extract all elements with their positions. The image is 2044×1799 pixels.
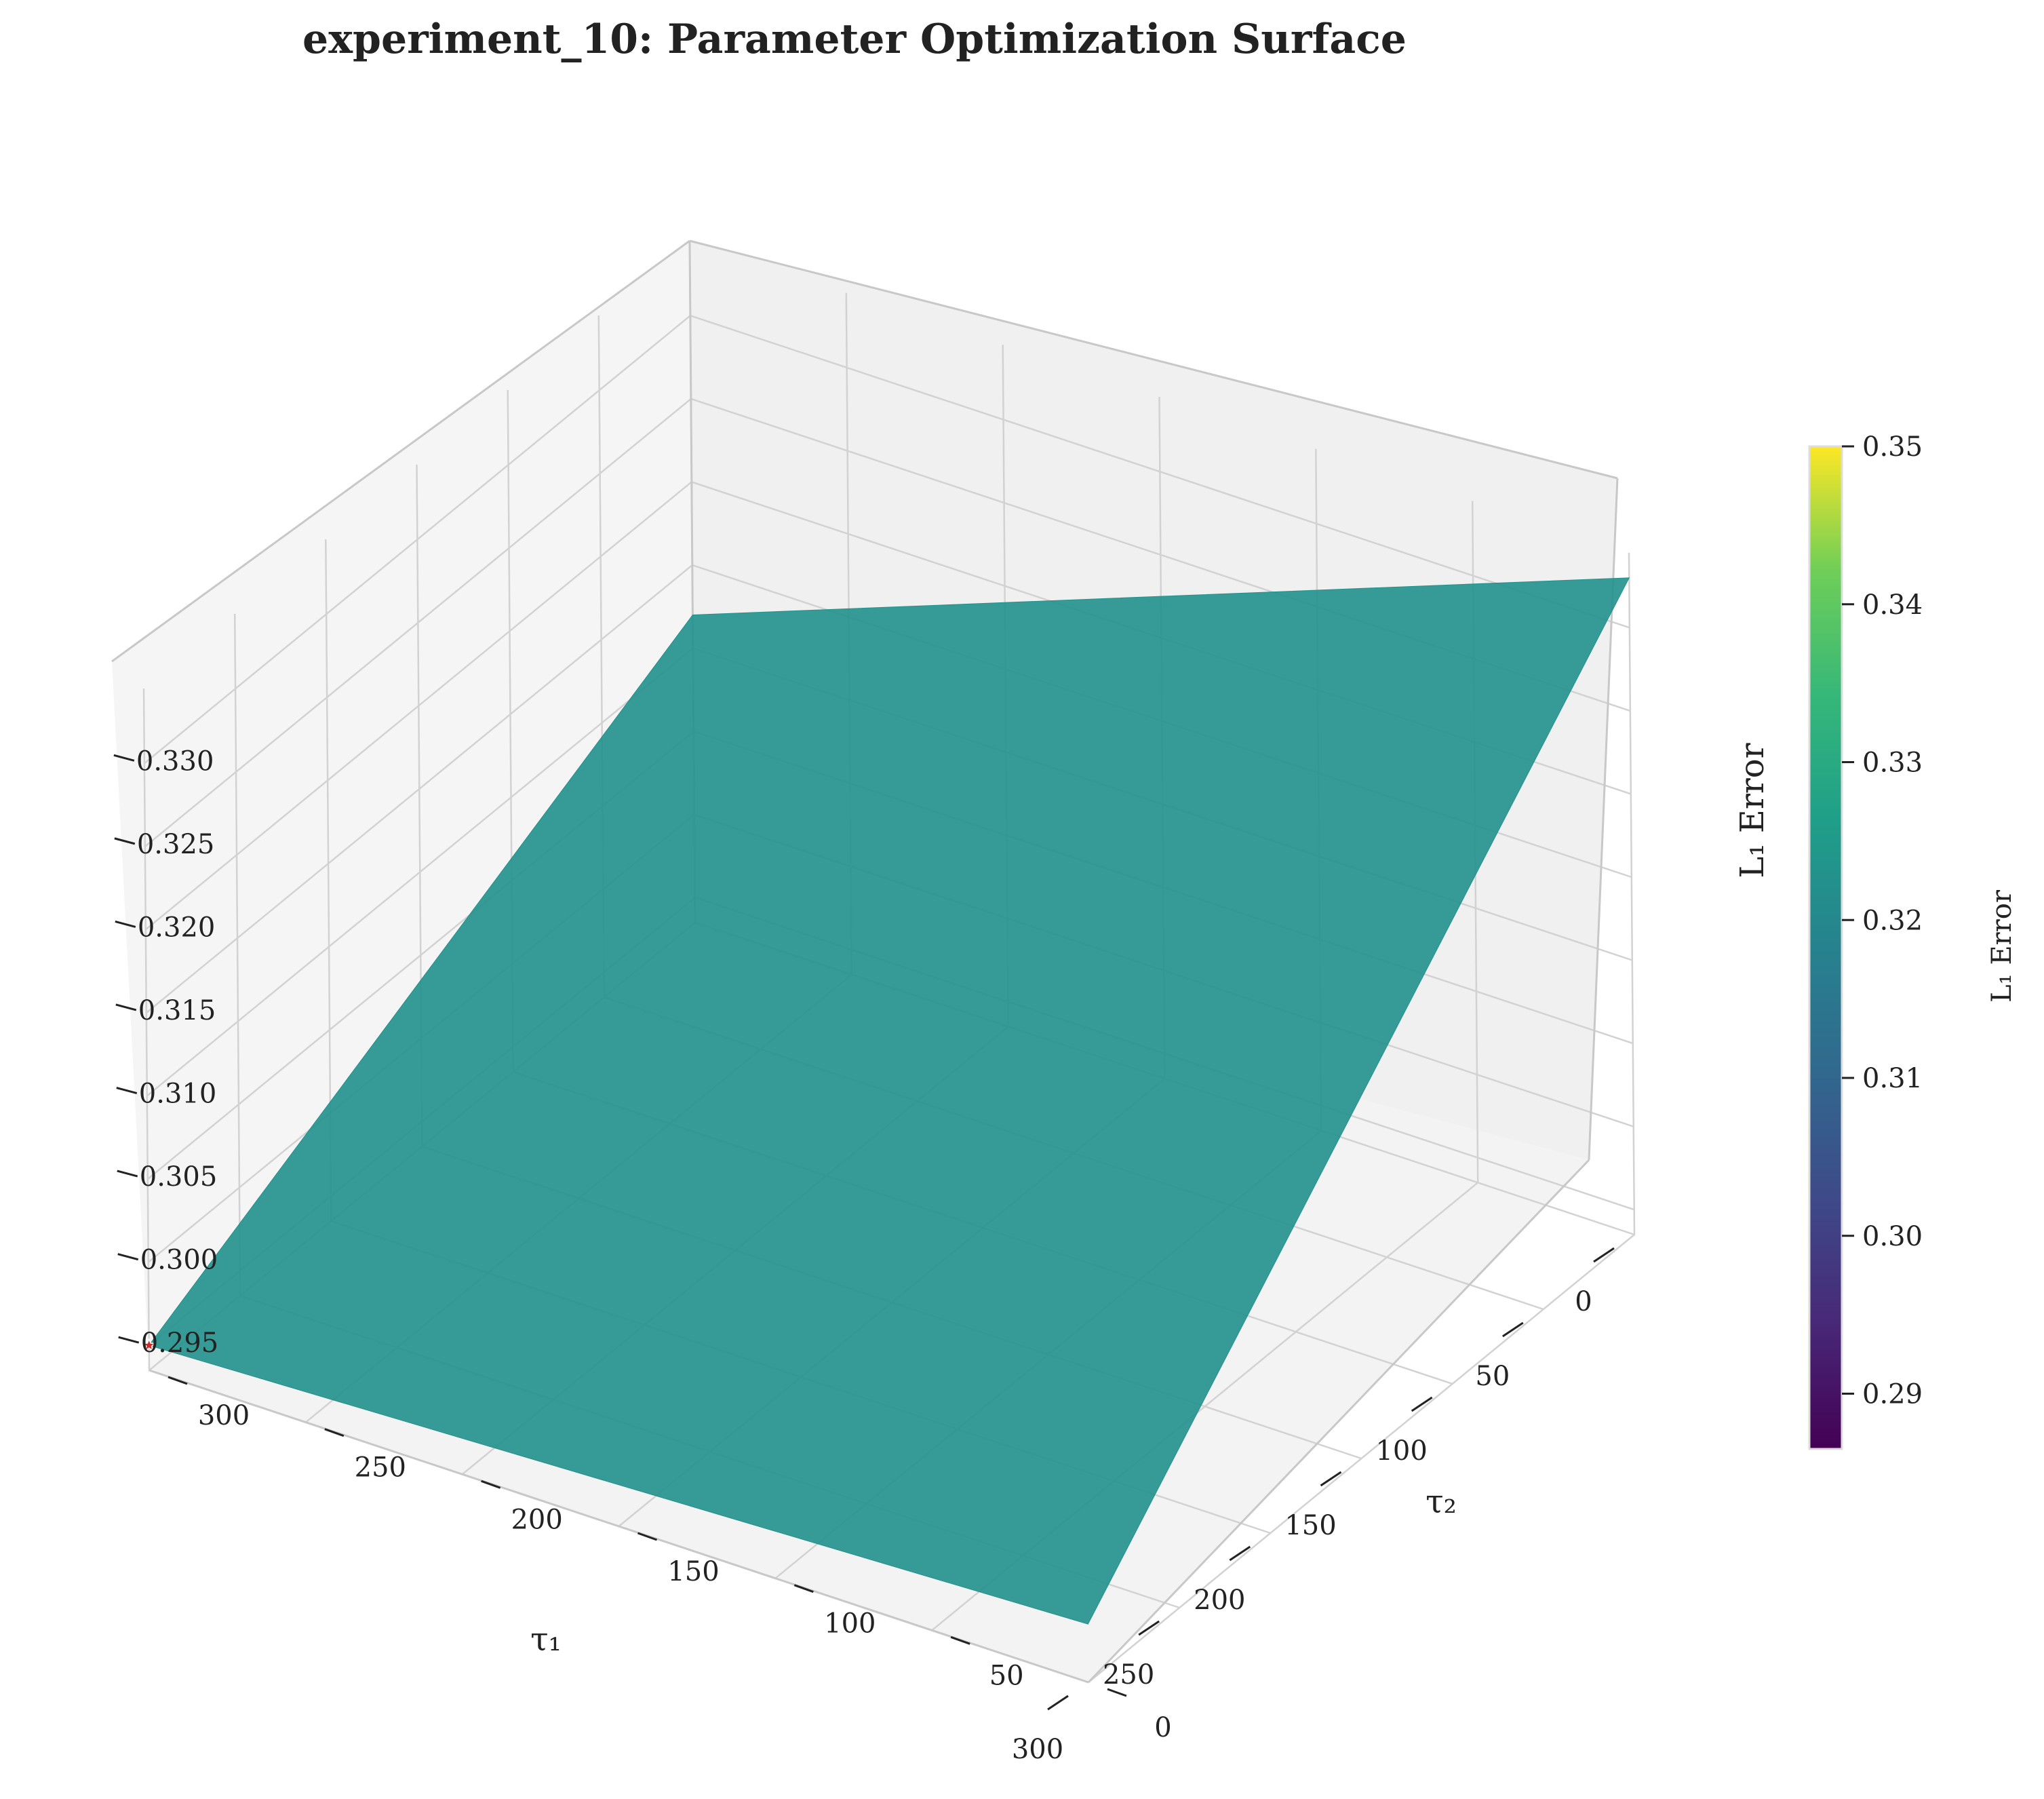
y-tick-mark	[324, 1428, 345, 1437]
x-axis-line	[149, 1369, 1089, 1684]
z-tick-mark	[116, 1087, 138, 1094]
x-tick-mark	[1047, 1695, 1069, 1711]
z-tick-label: 0.325	[137, 829, 215, 860]
y-tick-label: 150	[667, 1556, 719, 1587]
z-tick-mark	[115, 1003, 137, 1011]
grid-line-y	[1088, 552, 1636, 1683]
colorbar-ticks: 0.29 0.30 0.31 0.32 0.33 0.34 0.35	[1842, 431, 1923, 1410]
colorbar-tick-label: 0.30	[1862, 1221, 1923, 1252]
z-tick-label: 0.330	[136, 746, 214, 777]
y-tick-mark	[481, 1479, 501, 1489]
z-tick-label: 0.315	[138, 995, 216, 1026]
x-tick-label: 0	[1575, 1286, 1592, 1317]
x-axis-label: τ₁	[530, 1621, 562, 1659]
colorbar-tick-label: 0.31	[1862, 1063, 1923, 1094]
z-axis-label: L₁ Error	[1733, 743, 1771, 878]
error-surface	[142, 577, 1630, 1625]
z-tick-label: 0.295	[141, 1328, 219, 1359]
y-tick-label: 300	[198, 1400, 250, 1431]
z-tick-mark	[117, 1253, 139, 1261]
z-tick-mark	[118, 1336, 140, 1344]
y-tick-label: 100	[824, 1608, 876, 1640]
z-tick-label: 0.320	[138, 912, 216, 943]
x-tick-mark	[1411, 1396, 1433, 1412]
x-tick-mark	[1502, 1321, 1524, 1338]
y-tick-label: 250	[355, 1452, 406, 1484]
y-tick-mark	[637, 1532, 658, 1541]
colorbar-tick-label: 0.35	[1862, 431, 1923, 463]
axis-ticks: 0 50 100 150 200 250 300 0 50 100 150 200 250 300 0.29…	[113, 746, 1615, 1765]
x-tick-mark	[1138, 1620, 1160, 1636]
x-tick-label: 150	[1284, 1510, 1336, 1541]
y-tick-mark	[793, 1584, 814, 1593]
y-tick-label: 200	[511, 1504, 562, 1535]
colorbar-tick-label: 0.29	[1862, 1379, 1923, 1410]
z-tick-mark	[117, 1169, 138, 1178]
z-tick-label: 0.310	[139, 1079, 217, 1110]
colorbar-tick-label: 0.32	[1862, 905, 1923, 936]
z-tick-mark	[114, 837, 136, 845]
colorbar	[1808, 445, 1843, 1450]
x-tick-mark	[1320, 1471, 1342, 1487]
y-tick-mark	[950, 1636, 970, 1645]
x-tick-label: 300	[1012, 1734, 1063, 1765]
x-tick-label: 200	[1194, 1585, 1245, 1616]
colorbar-tick-label: 0.34	[1862, 589, 1923, 621]
y-axis-label: τ₂	[1426, 1483, 1457, 1521]
x-tick-mark	[1593, 1247, 1615, 1263]
z-tick-label: 0.300	[140, 1245, 218, 1276]
colorbar-tick-label: 0.33	[1862, 748, 1923, 779]
optimum-marker	[142, 1338, 157, 1352]
y-axis-line	[1087, 1159, 1590, 1684]
y-tick-label: 0	[1154, 1712, 1171, 1743]
y-tick-mark	[168, 1376, 188, 1385]
z-tick-mark	[113, 754, 135, 762]
colorbar-label: L₁ Error	[1986, 889, 2018, 1003]
z-tick-label: 0.305	[140, 1161, 218, 1193]
chart-title: experiment_10: Parameter Optimization Su…	[302, 16, 1407, 63]
pane-edge-right-top	[689, 239, 1618, 480]
x-tick-mark	[1229, 1545, 1251, 1562]
z-tick-mark	[115, 920, 136, 928]
x-tick-label: 50	[1475, 1361, 1510, 1392]
y-tick-mark	[1107, 1688, 1127, 1697]
x-tick-label: 100	[1375, 1435, 1427, 1467]
pane-edge-left-top	[111, 239, 690, 663]
x-tick-label: 250	[1103, 1659, 1154, 1690]
y-tick-label: 50	[989, 1660, 1024, 1691]
